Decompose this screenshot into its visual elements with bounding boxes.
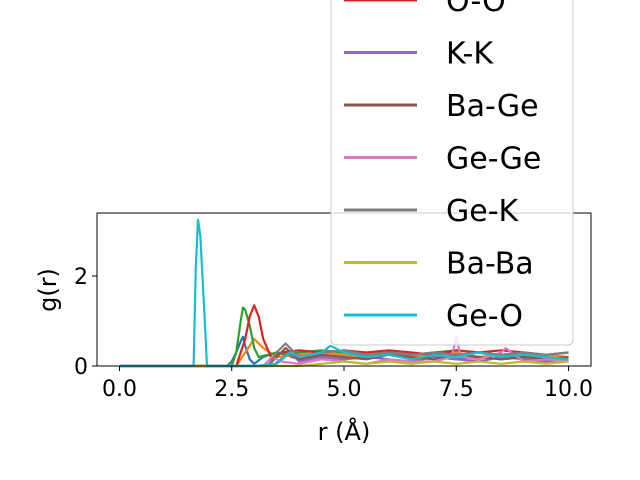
legend-label-ge-k: Ge-K — [446, 194, 520, 229]
y-tick-label: 2 — [74, 265, 88, 290]
x-tick-label: 7.5 — [439, 377, 474, 402]
y-axis-label: g(r) — [34, 268, 62, 312]
x-tick-label: 5.0 — [327, 377, 362, 402]
y-tick-label: 0 — [74, 355, 88, 380]
legend-label-ba-ge: Ba-Ge — [446, 89, 539, 124]
legend-label-k-k: K-K — [446, 37, 494, 72]
x-tick-label: 0.0 — [102, 377, 137, 402]
x-tick-label: 2.5 — [214, 377, 249, 402]
series-line-ba-ba — [119, 360, 569, 368]
series-line-ge-o — [119, 218, 569, 368]
series-layer — [119, 218, 569, 368]
x-tick-label: 10.0 — [544, 377, 593, 402]
series-line-ge-ge — [119, 335, 569, 368]
legend-frame — [330, 0, 574, 346]
legend-label-ba-ba: Ba-Ba — [446, 247, 534, 282]
legend-label-ge-ge: Ge-Ge — [446, 142, 541, 177]
series-line-ge-k — [119, 342, 569, 368]
ticks-layer: 0.0 2.5 5.0 7.5 10.0 0 2 — [74, 265, 593, 402]
x-axis-label: r (Å) — [318, 417, 371, 446]
legend-label-ge-o: Ge-O — [446, 299, 523, 334]
legend-label-o-o: O-O — [446, 0, 506, 19]
